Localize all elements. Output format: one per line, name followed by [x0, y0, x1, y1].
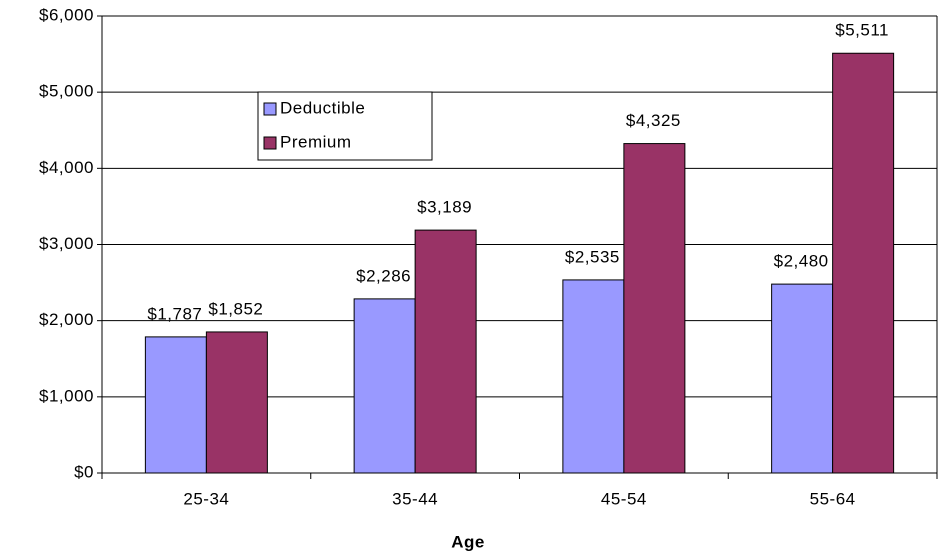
- legend-swatch: [263, 102, 277, 116]
- legend-label: Premium: [280, 132, 352, 151]
- value-label: $4,325: [626, 111, 681, 130]
- x-tick-label: 45-54: [601, 489, 647, 508]
- value-label: $5,511: [835, 21, 889, 40]
- x-axis-title: Age: [451, 532, 485, 551]
- x-tick-label: 55-64: [810, 489, 856, 508]
- y-tick-label: $0: [74, 462, 94, 481]
- y-tick-label: $4,000: [39, 158, 94, 177]
- bar: [832, 52, 895, 474]
- x-tick-label: 25-34: [183, 489, 229, 508]
- value-label: $2,286: [356, 266, 411, 285]
- x-tick-label: 35-44: [392, 489, 438, 508]
- legend-box: [257, 91, 433, 161]
- bar: [623, 143, 686, 474]
- y-tick-label: $5,000: [39, 82, 94, 101]
- value-label: $1,852: [208, 299, 263, 318]
- value-label: $2,480: [774, 252, 829, 271]
- y-tick-label: $6,000: [39, 5, 94, 24]
- bar: [562, 279, 625, 474]
- value-label: $3,189: [417, 198, 472, 217]
- legend-swatch: [263, 136, 277, 150]
- bar: [414, 229, 477, 474]
- value-label: $1,787: [147, 304, 202, 323]
- legend-label: Deductible: [280, 98, 365, 117]
- bar: [771, 283, 834, 474]
- value-label: $2,535: [565, 247, 620, 266]
- y-tick-label: $3,000: [39, 234, 94, 253]
- bar: [353, 298, 416, 474]
- bar: [205, 331, 268, 474]
- y-tick-label: $2,000: [39, 310, 94, 329]
- bar: [144, 336, 207, 474]
- y-tick-label: $1,000: [39, 386, 94, 405]
